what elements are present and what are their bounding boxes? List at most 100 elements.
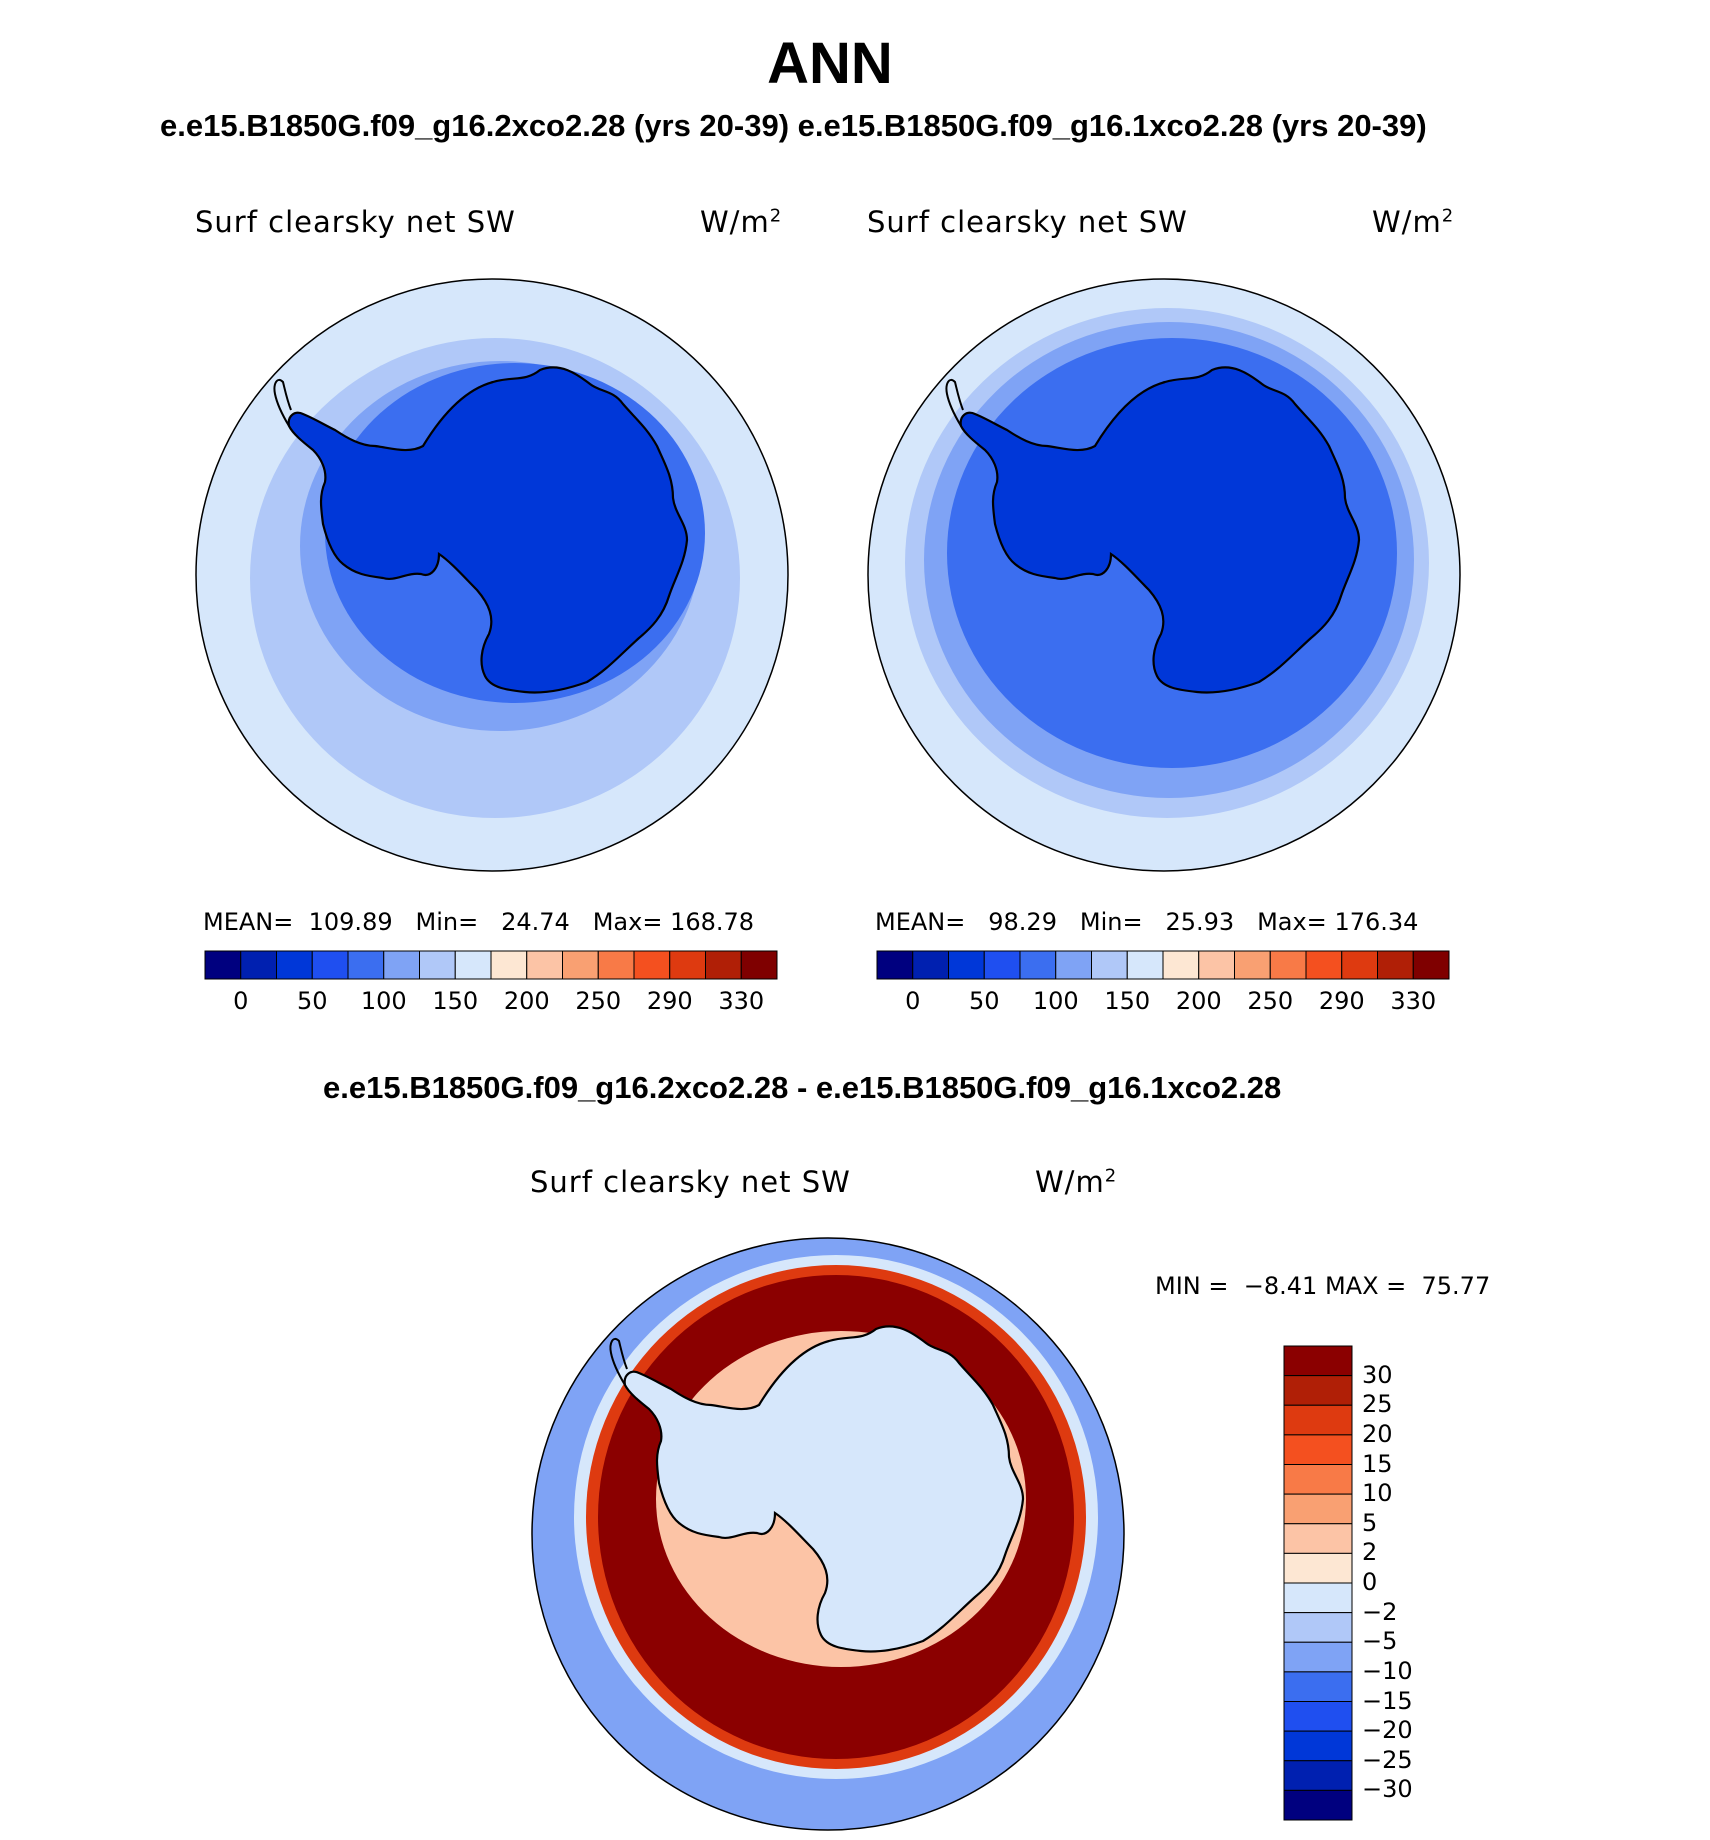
- panel3-colorbar-tick-label: −20: [1362, 1716, 1413, 1745]
- panel2-colorbar-tick-label: 290: [1318, 987, 1365, 1015]
- panel1-colorbar-swatch-1: [240, 950, 277, 980]
- panel2-colorbar-tick-label: 0: [905, 987, 921, 1015]
- panel1-units: W/m2: [700, 205, 783, 239]
- panel3-colorbar-swatch-3: [1283, 1434, 1353, 1465]
- panel3-colorbar-ticks: 30 25 20 15 10 5 2 0 −2 −5 −10 −15 −20 −25 −30: [1362, 1346, 1482, 1820]
- panel1-colorbar-tick-label: 150: [432, 987, 479, 1015]
- panel1-colorbar-tick-label: 100: [360, 987, 407, 1015]
- panel2-colorbar-swatch-7: [1126, 950, 1164, 980]
- panel3-colorbar-swatch-9: [1283, 1612, 1353, 1643]
- panel3-colorbar-swatch-11: [1283, 1671, 1353, 1702]
- panel3-colorbar-swatch-13: [1283, 1730, 1353, 1762]
- panel1-colorbar: [204, 950, 778, 980]
- panel2-colorbar-swatch-9: [1198, 950, 1235, 980]
- panel3-colorbar-tick-label: 20: [1362, 1419, 1393, 1448]
- panel2-colorbar-ticks: 0 50 100 150 200 250 290 330: [877, 987, 1449, 1017]
- panel3-colorbar-swatch-7: [1283, 1552, 1353, 1584]
- panel1-stats: MEAN= 109.89 Min= 24.74 Max= 168.78: [203, 908, 755, 936]
- panel2-colorbar: [876, 950, 1450, 980]
- panel2-map-border: [867, 278, 1461, 872]
- panel2-max: 176.34: [1334, 908, 1419, 936]
- panel3-colorbar-tick-label: 15: [1362, 1449, 1393, 1478]
- header-subtitle: e.e15.B1850G.f09_g16.2xco2.28 (yrs 20-39…: [160, 108, 1427, 143]
- panel3-colorbar-tick-label: −2: [1362, 1597, 1398, 1626]
- panel1-max: 168.78: [670, 908, 755, 936]
- panel2-colorbar-swatch-0: [876, 950, 914, 980]
- panel1-colorbar-tick-label: 290: [646, 987, 693, 1015]
- panel3-colorbar-swatch-14: [1283, 1760, 1353, 1791]
- panel1-colorbar-swatch-5: [383, 950, 420, 980]
- panel2-colorbar-swatch-10: [1234, 950, 1271, 980]
- panel1-variable: Surf clearsky net SW: [195, 205, 516, 239]
- panel2-colorbar-swatch-1: [912, 950, 949, 980]
- panel2-colorbar-swatch-15: [1412, 950, 1450, 980]
- panel3-max: 75.77: [1421, 1272, 1491, 1300]
- panel1-colorbar-swatch-13: [669, 950, 706, 980]
- panel3-colorbar-tick-label: −30: [1362, 1775, 1413, 1804]
- panel1-colorbar-swatch-12: [633, 950, 671, 980]
- panel1-colorbar-tick-label: 330: [718, 987, 765, 1015]
- panel2-colorbar-tick-label: 100: [1032, 987, 1079, 1015]
- panel3-colorbar-swatch-4: [1283, 1464, 1353, 1495]
- panel1-min: 24.74: [501, 908, 570, 936]
- panel2-colorbar-swatch-12: [1305, 950, 1343, 980]
- panel3-colorbar-tick-label: 2: [1362, 1538, 1378, 1567]
- panel3-colorbar-tick-label: 10: [1362, 1479, 1393, 1508]
- diff-title: e.e15.B1850G.f09_g16.2xco2.28 - e.e15.B1…: [323, 1070, 1282, 1105]
- panel2-colorbar-swatch-13: [1341, 950, 1378, 980]
- panel3-peninsula: [609, 1337, 628, 1386]
- panel3-colorbar-swatch-5: [1283, 1493, 1353, 1525]
- panel3-colorbar: [1283, 1345, 1353, 1821]
- panel3-stats: MIN = −8.41 MAX = 75.77: [1155, 1272, 1491, 1300]
- panel3-coastline: [623, 1325, 1025, 1653]
- panel1-colorbar-swatch-0: [204, 950, 242, 980]
- panel1-colorbar-swatch-14: [705, 950, 742, 980]
- panel2-colorbar-swatch-14: [1377, 950, 1414, 980]
- panel3-colorbar-swatch-15: [1283, 1789, 1353, 1821]
- panel2-units: W/m2: [1372, 205, 1455, 239]
- panel3-colorbar-swatch-1: [1283, 1375, 1353, 1406]
- panel2-colorbar-swatch-5: [1055, 950, 1092, 980]
- panel2-colorbar-swatch-2: [948, 950, 985, 980]
- panel1-coastline: [287, 366, 689, 694]
- panel3-colorbar-tick-label: −10: [1362, 1656, 1413, 1685]
- panel2-map: [867, 278, 1461, 872]
- panel2-colorbar-tick-label: 250: [1247, 987, 1294, 1015]
- panel3-colorbar-swatch-8: [1283, 1582, 1353, 1614]
- page-title: ANN: [767, 31, 893, 96]
- panel1-peninsula: [273, 378, 292, 427]
- panel2-colorbar-tick-label: 330: [1390, 987, 1437, 1015]
- panel3-colorbar-swatch-10: [1283, 1641, 1353, 1673]
- panel2-colorbar-swatch-3: [983, 950, 1021, 980]
- panel1-colorbar-tick-label: 250: [575, 987, 622, 1015]
- panel1-colorbar-swatch-2: [276, 950, 313, 980]
- panel3-colorbar-tick-label: −15: [1362, 1686, 1413, 1715]
- panel3-colorbar-swatch-0: [1283, 1345, 1353, 1377]
- panel1-colorbar-tick-label: 0: [233, 987, 249, 1015]
- panel2-colorbar-swatch-4: [1019, 950, 1057, 980]
- panel3-colorbar-tick-label: 30: [1362, 1360, 1393, 1389]
- panel1-colorbar-tick-label: 50: [296, 987, 328, 1015]
- panel3-colorbar-tick-label: 0: [1362, 1568, 1378, 1596]
- panel1-colorbar-swatch-15: [740, 950, 778, 980]
- panel1-colorbar-swatch-6: [419, 950, 456, 980]
- panel3-min: −8.41: [1243, 1272, 1318, 1300]
- panel2-colorbar-tick-label: 50: [968, 987, 1000, 1015]
- panel3-colorbar-swatch-6: [1283, 1523, 1353, 1554]
- panel3-colorbar-tick-label: 5: [1362, 1508, 1378, 1537]
- panel3-map-border: [531, 1237, 1125, 1831]
- panel1-map-border: [195, 278, 789, 872]
- panel2-peninsula: [945, 378, 964, 427]
- panel3-map: [531, 1237, 1125, 1831]
- panel3-colorbar-swatch-2: [1283, 1404, 1353, 1436]
- panel3-colorbar-tick-label: −25: [1362, 1745, 1413, 1774]
- panel1-colorbar-swatch-9: [526, 950, 563, 980]
- panel3-colorbar-tick-label: 25: [1362, 1390, 1393, 1419]
- panel3-colorbar-tick-label: −5: [1362, 1627, 1398, 1656]
- panel1-colorbar-ticks: 0 50 100 150 200 250 290 330: [205, 987, 777, 1017]
- panel3-variable: Surf clearsky net SW: [530, 1165, 851, 1199]
- panel2-colorbar-swatch-6: [1091, 950, 1128, 980]
- panel2-variable: Surf clearsky net SW: [867, 205, 1188, 239]
- panel1-colorbar-swatch-3: [311, 950, 349, 980]
- panel1-map: [195, 278, 789, 872]
